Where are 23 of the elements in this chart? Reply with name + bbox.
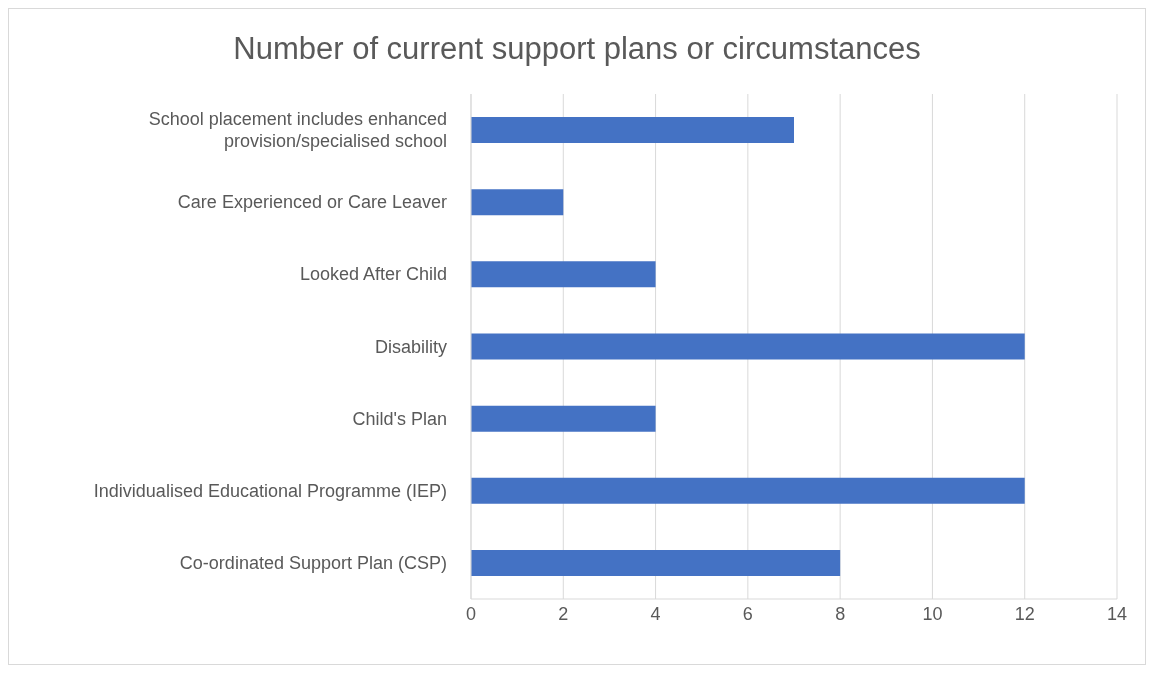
- x-tick-label: 12: [1014, 603, 1035, 624]
- bar: [471, 405, 656, 432]
- y-tick-label: School placement includes enhanced provision/specialised school: [148, 109, 447, 152]
- x-tick-label: 4: [650, 603, 661, 624]
- x-tick-label: 2: [558, 603, 569, 624]
- bar: [471, 333, 1025, 360]
- y-tick-label: Disability: [374, 336, 447, 357]
- chart-title: Number of current support plans or circumstances: [232, 31, 922, 67]
- y-tick-label: Child's Plan: [352, 408, 447, 429]
- x-tick-label: 8: [835, 603, 846, 624]
- x-tick-label: 14: [1106, 603, 1128, 624]
- bar: [471, 549, 841, 576]
- x-tick-label: 6: [742, 603, 753, 624]
- bar: [471, 477, 1025, 504]
- x-tick-label: 10: [922, 603, 943, 624]
- y-tick-label: Care Experienced or Care Leaver: [177, 192, 447, 213]
- bar: [471, 189, 564, 216]
- bar: [471, 117, 794, 144]
- y-tick-label: Individualised Educational Programme (IEP): [93, 480, 447, 501]
- y-tick-label: Looked After Child: [299, 264, 447, 285]
- x-tick-label: 0: [465, 603, 477, 624]
- bar: [471, 261, 656, 288]
- y-tick-label: Co-ordinated Support Plan (CSP): [179, 552, 447, 573]
